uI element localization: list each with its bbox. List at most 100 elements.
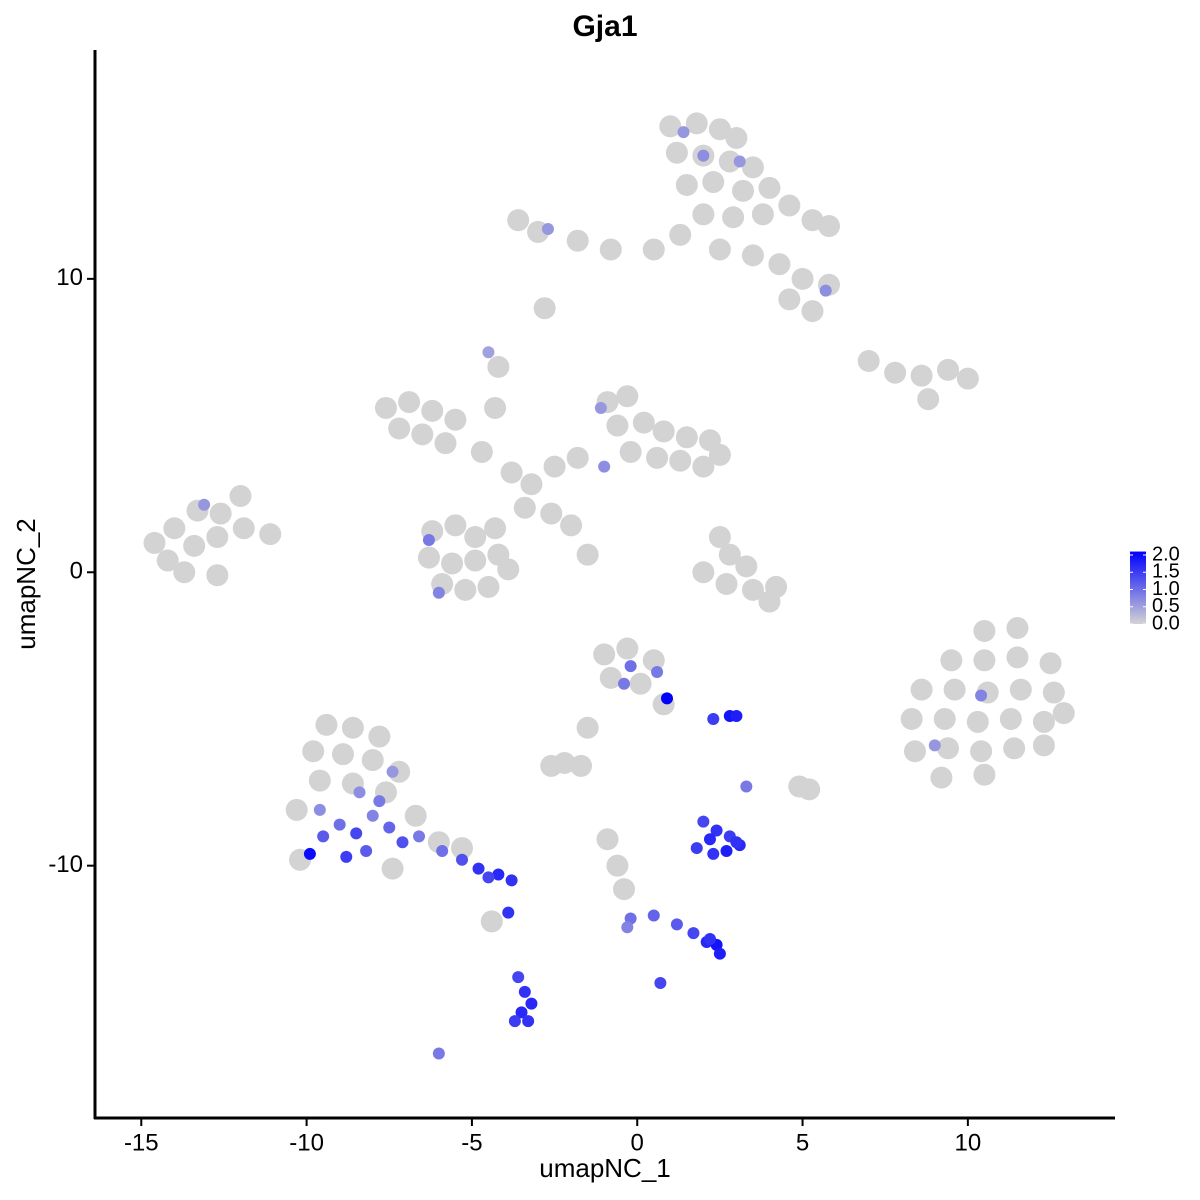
cell-point [361,749,384,772]
cell-point [741,156,764,179]
cell-point [973,619,996,642]
cell-point [819,284,832,297]
cell-point [708,238,731,261]
cell-point [484,517,507,540]
cell-point [383,821,396,834]
cell-point [432,586,445,599]
cell-point [522,1015,535,1028]
cell-point [533,297,556,320]
cell-point [685,112,708,135]
cell-point [594,401,607,414]
cell-point [999,707,1022,730]
cell-point [525,997,538,1010]
cell-point [943,678,966,701]
cell-point [576,716,599,739]
cell-point [718,150,741,173]
cell-point [454,578,477,601]
cell-point [482,871,495,884]
cell-point [732,179,755,202]
cell-point [910,364,933,387]
cell-point [973,649,996,672]
cell-point [778,194,801,217]
cell-point [315,713,338,736]
cell-point [741,244,764,267]
cell-point [570,754,593,777]
cell-point [553,751,576,774]
cell-point [707,712,720,725]
x-tick-label: 0 [631,1129,644,1156]
cell-point [456,853,469,866]
x-tick-label: -10 [289,1129,324,1156]
cell-point [340,850,353,863]
cell-point [560,514,583,537]
cell-point [801,209,824,232]
cell-point [422,533,435,546]
cell-point [741,578,764,601]
cell-point [966,710,989,733]
cell-point [417,546,440,569]
cell-point [970,740,993,763]
cell-point [206,564,229,587]
cell-point [708,443,731,466]
cell-point [1009,678,1032,701]
cell-point [937,358,960,381]
cell-point [940,649,963,672]
cell-point [360,845,373,857]
cell-point [618,677,631,690]
cell-point [818,215,841,238]
cell-point [730,710,743,723]
cell-point [884,361,907,384]
cell-point [464,549,487,572]
cell-point [484,396,507,419]
y-axis-title: umapNC_2 [11,518,41,650]
cell-point [917,388,940,411]
cell-point [1052,702,1075,725]
cell-point [606,854,629,877]
cell-point [341,716,364,739]
cell-point [1032,710,1055,733]
cell-point [198,498,211,511]
cell-point [434,432,457,455]
cell-point [482,346,495,359]
cell-point [470,440,493,463]
cell-point [697,815,710,828]
cell-point [1006,617,1029,640]
cell-point [472,862,485,875]
cell-point [735,555,758,578]
cell-point [702,171,725,194]
cell-point [725,127,748,150]
cell-point [381,857,404,880]
x-tick-label: -15 [124,1129,159,1156]
cell-point [692,561,715,584]
cell-point [956,367,979,390]
cell-point [350,827,363,840]
cell-point [492,868,505,881]
cell-point [670,918,683,931]
cell-point [599,238,622,261]
cell-point [183,534,206,557]
cell-point [540,502,563,525]
cell-point [616,637,639,660]
cell-point [1006,646,1029,669]
cell-point [857,350,880,373]
cell-point [798,778,821,801]
cell-point [513,496,536,519]
cell-point [480,910,503,933]
cell-point [606,414,629,437]
chart-title: Gja1 [572,10,637,43]
cell-point [598,460,611,473]
cell-point [900,707,923,730]
cell-point [654,977,667,990]
cell-point [690,842,703,855]
cell-point [413,830,426,843]
cell-point [624,660,637,673]
cell-point [444,408,467,431]
cell-point [543,455,566,478]
cell-point [629,672,652,695]
cell-point [333,818,346,831]
cell-point [317,830,330,843]
x-tick-label: 5 [796,1129,809,1156]
cell-point [366,809,379,822]
cell-point [768,253,791,276]
cell-point [500,461,523,484]
